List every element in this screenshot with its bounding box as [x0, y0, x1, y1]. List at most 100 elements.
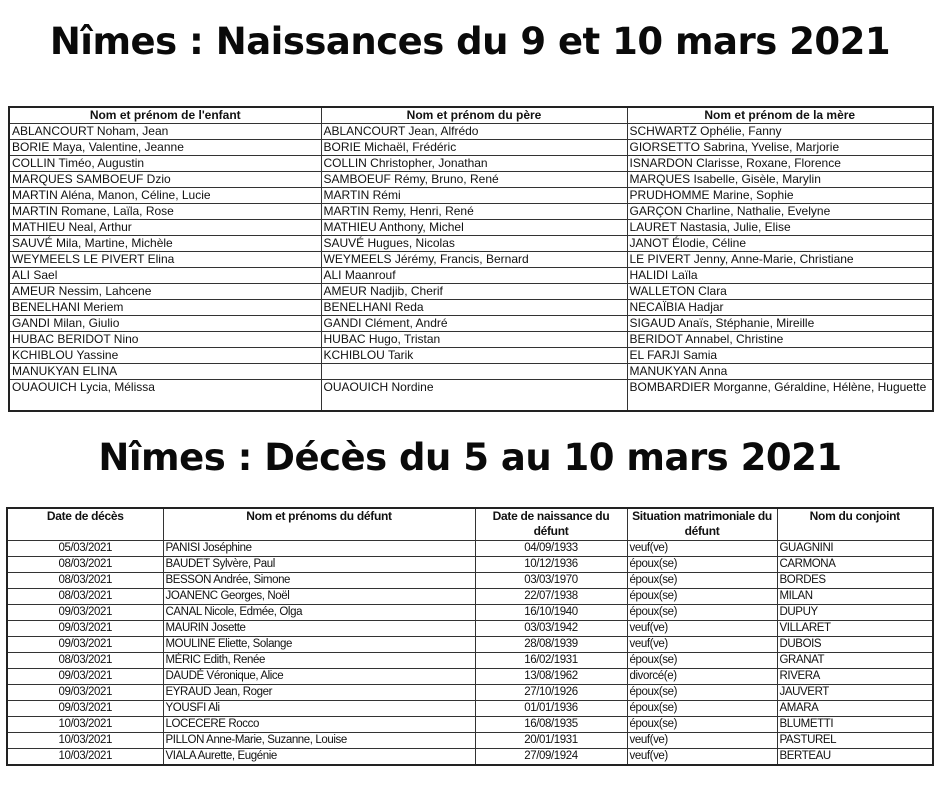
spouse-name: BORDES	[776, 572, 934, 589]
birth-row: WEYMEELS LE PIVERT Elina WEYMEELS Jérémy,…	[8, 251, 934, 268]
father-name: KCHIBLOU Tarik	[320, 347, 628, 364]
death-date: 09/03/2021	[6, 668, 164, 685]
death-date: 05/03/2021	[6, 540, 164, 557]
header-mother: Nom et prénom de la mère	[626, 106, 934, 124]
death-row: 09/03/2021 CANAL Nicole, Edmée, Olga 16/10…	[6, 604, 934, 621]
birth-row: HUBAC BERIDOT Nino HUBAC Hugo, Tristan BER…	[8, 331, 934, 348]
birth-row: ALI Sael ALI Maanrouf HALIDI Laïla	[8, 267, 934, 284]
father-name: COLLIN Christopher, Jonathan	[320, 155, 628, 172]
death-date: 10/03/2021	[6, 732, 164, 749]
deceased-name: DAUDÉ Véronique, Alice	[162, 668, 476, 685]
birth-date: 13/08/1962	[474, 668, 628, 685]
deceased-name: BAUDET Sylvère, Paul	[162, 556, 476, 573]
birth-row: COLLIN Timéo, Augustin COLLIN Christopher…	[8, 155, 934, 172]
marital-status: époux(se)	[626, 572, 778, 589]
deceased-name: PANISI Joséphine	[162, 540, 476, 557]
birth-date: 16/02/1931	[474, 652, 628, 669]
marital-status: époux(se)	[626, 700, 778, 717]
death-row: 08/03/2021 MÉRIC Edith, Renée 16/02/1931 ép…	[6, 652, 934, 669]
father-name: WEYMEELS Jérémy, Francis, Bernard	[320, 251, 628, 268]
father-name: ABLANCOURT Jean, Alfrédo	[320, 123, 628, 140]
birth-row: MARTIN Aléna, Manon, Céline, Lucie MARTIN…	[8, 187, 934, 204]
spouse-name: GRANAT	[776, 652, 934, 669]
spouse-name: AMARA	[776, 700, 934, 717]
death-row: 10/03/2021 VIALA Aurette, Eugénie 27/09/19…	[6, 748, 934, 766]
father-name: BORIE Michaël, Frédéric	[320, 139, 628, 156]
child-name: KCHIBLOU Yassine	[8, 347, 322, 364]
mother-name: BERIDOT Annabel, Christine	[626, 331, 934, 348]
father-name: MATHIEU Anthony, Michel	[320, 219, 628, 236]
death-date: 09/03/2021	[6, 700, 164, 717]
father-name: MARTIN Rémi	[320, 187, 628, 204]
father-name	[320, 363, 628, 380]
header-deceased-name: Nom et prénoms du défunt	[162, 507, 476, 541]
birth-date: 20/01/1931	[474, 732, 628, 749]
death-date: 10/03/2021	[6, 716, 164, 733]
child-name: SAUVÉ Mila, Martine, Michèle	[8, 235, 322, 252]
births-title: Nîmes : Naissances du 9 et 10 mars 2021	[49, 20, 891, 63]
deaths-header-row: Date de décès Nom et prénoms du défunt D…	[6, 507, 934, 541]
birth-row: OUAOUICH Lycia, Mélissa OUAOUICH Nordine B…	[8, 379, 934, 412]
deceased-name: JOANENC Georges, Noël	[162, 588, 476, 605]
marital-status: veuf(ve)	[626, 636, 778, 653]
spouse-name: VILLARET	[776, 620, 934, 637]
birth-row: MARQUES SAMBOEUF Dzio SAMBOEUF Rémy, Brun…	[8, 171, 934, 188]
birth-row: SAUVÉ Mila, Martine, Michèle SAUVÉ Hugues…	[8, 235, 934, 252]
header-child: Nom et prénom de l'enfant	[8, 106, 322, 124]
birth-row: BENELHANI Meriem BENELHANI Reda NECAÏBIA H…	[8, 299, 934, 316]
death-date: 09/03/2021	[6, 620, 164, 637]
births-table: Nom et prénom de l'enfant Nom et prénom …	[8, 106, 934, 412]
birth-date: 04/09/1933	[474, 540, 628, 557]
birth-row: KCHIBLOU Yassine KCHIBLOU Tarik EL FARJI S…	[8, 347, 934, 364]
marital-status: veuf(ve)	[626, 540, 778, 557]
spouse-name: RIVERA	[776, 668, 934, 685]
child-name: MANUKYAN ELINA	[8, 363, 322, 380]
mother-name: NECAÏBIA Hadjar	[626, 299, 934, 316]
death-row: 09/03/2021 MOULINE Eliette, Solange 28/08/…	[6, 636, 934, 653]
father-name: HUBAC Hugo, Tristan	[320, 331, 628, 348]
father-name: ALI Maanrouf	[320, 267, 628, 284]
death-date: 08/03/2021	[6, 588, 164, 605]
death-date: 08/03/2021	[6, 652, 164, 669]
child-name: COLLIN Timéo, Augustin	[8, 155, 322, 172]
child-name: HUBAC BERIDOT Nino	[8, 331, 322, 348]
deceased-name: PILLON Anne-Marie, Suzanne, Louise	[162, 732, 476, 749]
mother-name: WALLETON Clara	[626, 283, 934, 300]
marital-status: époux(se)	[626, 652, 778, 669]
header-father: Nom et prénom du père	[320, 106, 628, 124]
marital-status: divorcé(e)	[626, 668, 778, 685]
mother-name: LAURET Nastasia, Julie, Elise	[626, 219, 934, 236]
death-date: 08/03/2021	[6, 572, 164, 589]
spouse-name: BERTEAU	[776, 748, 934, 766]
birth-row: ABLANCOURT Noham, Jean ABLANCOURT Jean, A…	[8, 123, 934, 140]
marital-status: veuf(ve)	[626, 620, 778, 637]
header-marital-status: Situation matrimoniale du défunt	[626, 507, 778, 541]
death-date: 09/03/2021	[6, 684, 164, 701]
mother-name: SCHWARTZ Ophélie, Fanny	[626, 123, 934, 140]
deceased-name: EYRAUD Jean, Roger	[162, 684, 476, 701]
spouse-name: CARMONA	[776, 556, 934, 573]
deceased-name: LOCECERE Rocco	[162, 716, 476, 733]
spouse-name: MILAN	[776, 588, 934, 605]
header-birth-date: Date de naissance du défunt	[474, 507, 628, 541]
death-row: 05/03/2021 PANISI Joséphine 04/09/1933 veuf…	[6, 540, 934, 557]
deceased-name: MOULINE Eliette, Solange	[162, 636, 476, 653]
deceased-name: YOUSFI Ali	[162, 700, 476, 717]
father-name: SAMBOEUF Rémy, Bruno, René	[320, 171, 628, 188]
death-row: 10/03/2021 LOCECERE Rocco 16/08/1935 époux(…	[6, 716, 934, 733]
mother-name: BOMBARDIER Morganne, Géraldine, Hélène, …	[626, 379, 934, 412]
birth-row: BORIE Maya, Valentine, Jeanne BORIE Micha…	[8, 139, 934, 156]
father-name: AMEUR Nadjib, Cherif	[320, 283, 628, 300]
birth-date: 10/12/1936	[474, 556, 628, 573]
mother-name: MARQUES Isabelle, Gisèle, Marylin	[626, 171, 934, 188]
birth-row: MANUKYAN ELINA MANUKYAN Anna	[8, 363, 934, 380]
father-name: GANDI Clément, André	[320, 315, 628, 332]
deaths-table: Date de décès Nom et prénoms du défunt D…	[6, 507, 934, 766]
child-name: AMEUR Nessim, Lahcene	[8, 283, 322, 300]
death-row: 09/03/2021 DAUDÉ Véronique, Alice 13/08/19…	[6, 668, 934, 685]
marital-status: veuf(ve)	[626, 732, 778, 749]
marital-status: époux(se)	[626, 684, 778, 701]
header-death-date: Date de décès	[6, 507, 164, 541]
mother-name: GIORSETTO Sabrina, Yvelise, Marjorie	[626, 139, 934, 156]
child-name: BORIE Maya, Valentine, Jeanne	[8, 139, 322, 156]
